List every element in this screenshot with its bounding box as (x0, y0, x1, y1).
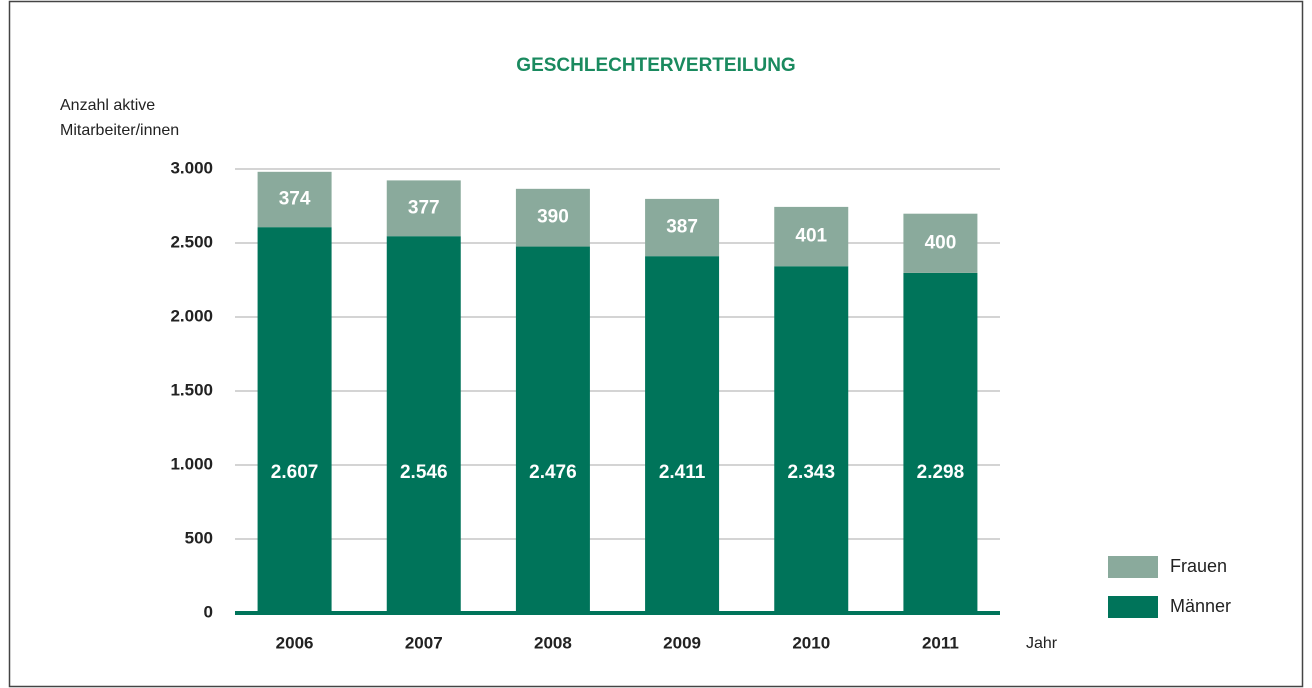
bar-segment (645, 198, 720, 257)
bar-segment (903, 272, 978, 613)
value-label: 2.476 (529, 462, 577, 483)
x-axis-label: Jahr (1026, 635, 1058, 652)
y-axis-label: Anzahl aktive (60, 97, 155, 114)
bar-segment (386, 236, 461, 613)
y-tick-label: 1.500 (170, 380, 213, 399)
x-tick-label: 2006 (276, 633, 314, 652)
legend-swatch (1108, 556, 1158, 578)
bar-segment (515, 246, 590, 613)
y-tick-label: 0 (204, 602, 213, 621)
value-label: 390 (537, 207, 569, 228)
value-label: 2.298 (917, 462, 965, 483)
bar-segment (257, 171, 332, 228)
x-tick-label: 2009 (663, 633, 701, 652)
bar-segment (386, 180, 461, 237)
legend-label: Frauen (1170, 556, 1227, 576)
bar-segment (903, 213, 978, 273)
y-tick-label: 500 (185, 528, 213, 547)
frame (8, 0, 1304, 688)
bar-segment (774, 266, 849, 613)
value-label: 2.411 (659, 462, 706, 483)
value-label: 377 (408, 197, 440, 218)
y-tick-label: 1.000 (170, 454, 213, 473)
value-label: 2.607 (271, 462, 319, 483)
x-tick-label: 2011 (922, 633, 959, 652)
value-label: 400 (925, 232, 957, 253)
y-axis-label: Mitarbeiter/innen (60, 122, 179, 139)
chart-title: GESCHLECHTERVERTEILUNG (516, 55, 795, 76)
bar-segment (645, 256, 720, 613)
y-tick-label: 2.000 (170, 306, 213, 325)
value-label: 401 (795, 226, 827, 247)
legend-swatch (1108, 596, 1158, 618)
bar-segment (515, 188, 590, 247)
y-tick-label: 3.000 (170, 158, 213, 177)
legend-label: Männer (1170, 596, 1231, 616)
value-label: 387 (666, 217, 698, 238)
x-tick-label: 2010 (792, 633, 830, 652)
bar-segment (774, 206, 849, 267)
value-label: 2.343 (787, 462, 835, 483)
x-tick-label: 2007 (405, 633, 443, 652)
value-label: 2.546 (400, 462, 448, 483)
bar-segment (257, 227, 332, 613)
y-tick-label: 2.500 (170, 232, 213, 251)
value-label: 374 (279, 189, 311, 210)
x-tick-label: 2008 (534, 633, 572, 652)
